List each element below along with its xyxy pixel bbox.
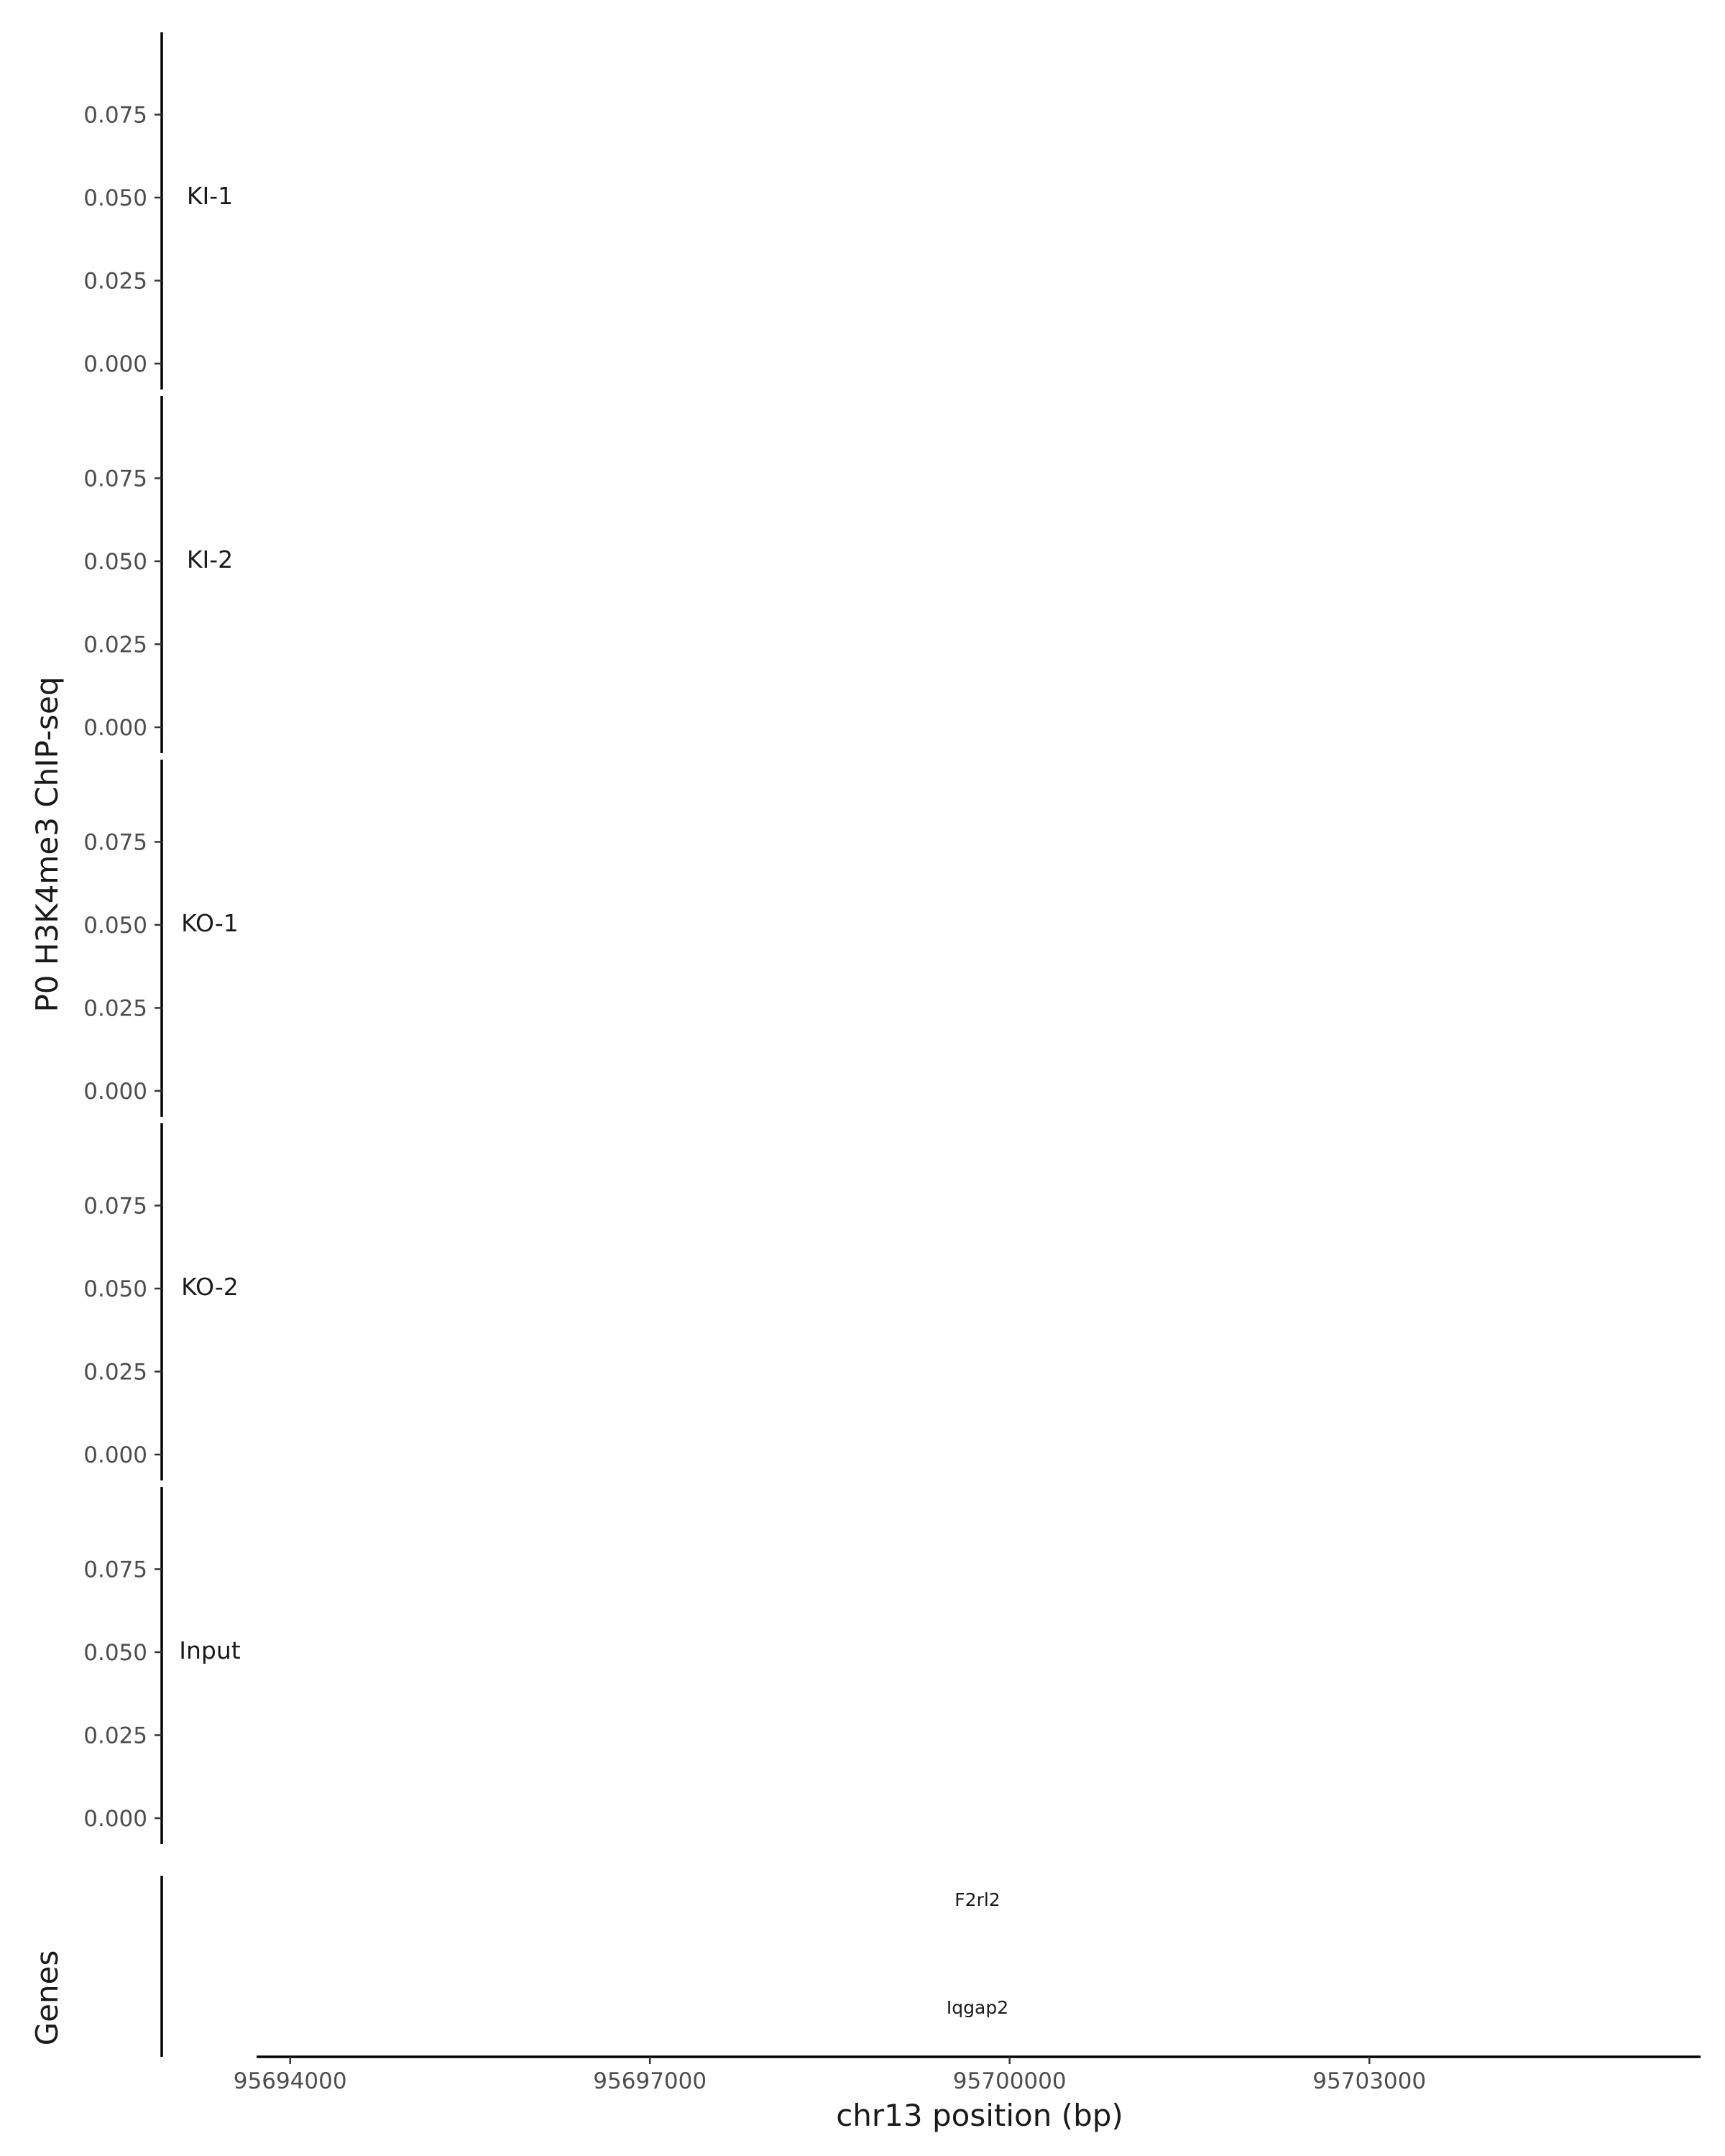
y-tick-label: 0.025	[83, 995, 147, 1021]
track-ko-1: 0.000 0.025 0.050 0.075 KO-1	[83, 760, 239, 1117]
x-tick-label: 95697000	[593, 2068, 707, 2094]
y-tick-label: 0.050	[83, 1276, 147, 1302]
x-tick-label: 95700000	[953, 2068, 1067, 2094]
y-tick-label: 0.025	[83, 1359, 147, 1385]
track-ko-2: 0.000 0.025 0.050 0.075 KO-2	[83, 1123, 239, 1480]
y-tick-label: 0.000	[83, 1806, 147, 1832]
x-tick-label: 95694000	[234, 2068, 347, 2094]
track-input: 0.000 0.025 0.050 0.075 Input	[83, 1487, 241, 1844]
track-label: Input	[179, 1636, 241, 1664]
y-tick-label: 0.050	[83, 549, 147, 575]
y-tick-label: 0.025	[83, 1723, 147, 1749]
y-tick-label: 0.025	[83, 268, 147, 294]
y-tick-label: 0.075	[83, 1557, 147, 1583]
x-tick-label: 95703000	[1312, 2068, 1426, 2094]
y-tick-label: 0.000	[83, 715, 147, 741]
y-tick-label: 0.000	[83, 1442, 147, 1468]
track-ki-2: 0.000 0.025 0.050 0.075 KI-2	[83, 396, 233, 753]
y-tick-label: 0.075	[83, 1193, 147, 1219]
track-label: KO-1	[181, 909, 239, 937]
track-label: KI-2	[187, 545, 233, 573]
genes-layer: F2rl2 Iqgap2	[160, 1876, 1008, 2057]
gene-f2rl2: F2rl2	[954, 1889, 1000, 1910]
y-tick-label: 0.075	[83, 829, 147, 855]
x-axis: 95694000 95697000 95700000 95703000	[234, 2055, 1701, 2094]
track-label: KI-1	[187, 182, 233, 210]
y-tick-label: 0.075	[83, 102, 147, 128]
y-tick-label: 0.075	[83, 466, 147, 492]
x-axis-title: chr13 position (bp)	[836, 2098, 1123, 2133]
track-ki-1: 0.000 0.025 0.050 0.075 KI-1	[83, 32, 233, 390]
gene-iqgap2: Iqgap2	[947, 1997, 1008, 2018]
y-tick-label: 0.025	[83, 632, 147, 658]
gene-label: F2rl2	[954, 1889, 1000, 1910]
genes-track-label: Genes	[29, 1950, 65, 2046]
y-tick-label: 0.050	[83, 913, 147, 939]
y-tick-label: 0.000	[83, 351, 147, 377]
y-tick-label: 0.050	[83, 185, 147, 211]
y-tick-label: 0.000	[83, 1079, 147, 1105]
y-axis-title: P0 H3K4me3 ChIP-seq	[29, 676, 65, 1012]
gene-label: Iqgap2	[947, 1997, 1008, 2018]
track-label: KO-2	[181, 1273, 239, 1301]
tracks-layer: 0.0000.0250.0500.075KI-10.0000.0250.0500…	[83, 32, 241, 1844]
y-tick-label: 0.050	[83, 1640, 147, 1666]
